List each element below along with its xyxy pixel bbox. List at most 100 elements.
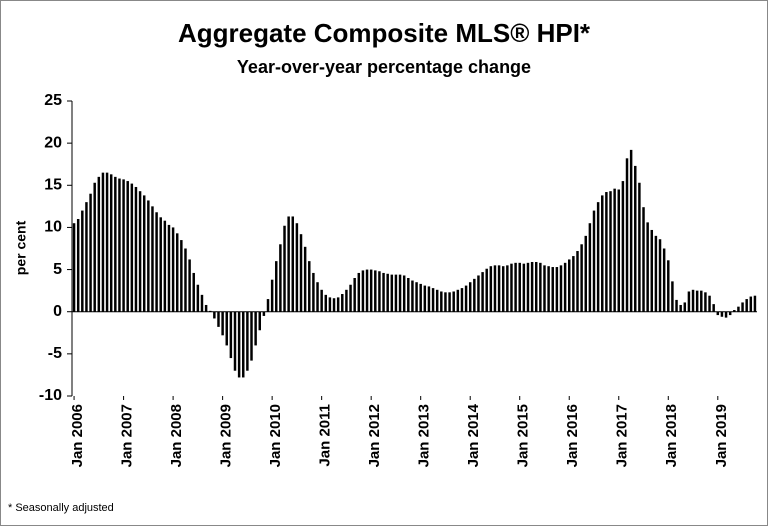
bar [576, 251, 579, 312]
y-tick-label: 5 [53, 261, 62, 278]
bar [435, 289, 439, 312]
bar [745, 299, 748, 312]
bar [188, 259, 191, 312]
bar [712, 304, 715, 312]
bar [464, 285, 468, 312]
bar [275, 261, 278, 312]
y-tick-label: 20 [44, 134, 62, 151]
y-tick-label: 0 [53, 303, 62, 320]
bar [221, 311, 224, 336]
bar [501, 266, 505, 312]
y-tick-label: 10 [44, 219, 62, 236]
bar [733, 310, 736, 312]
bar [671, 281, 674, 312]
bar [361, 270, 365, 312]
bar [328, 297, 332, 312]
bar [72, 223, 76, 312]
x-tick-label: Jan 2016 [564, 404, 581, 467]
bar [716, 311, 720, 316]
bar [242, 311, 245, 378]
bar [122, 179, 125, 312]
bar [353, 278, 356, 312]
bar [320, 289, 323, 312]
bar [85, 202, 88, 312]
bar [704, 292, 707, 312]
bar [299, 234, 303, 312]
bar [506, 265, 509, 312]
bar [642, 207, 645, 312]
bar [419, 283, 422, 312]
bar [374, 270, 377, 312]
bar [402, 275, 406, 312]
x-tick-label: Jan 2009 [218, 404, 235, 467]
y-axis-label: per cent [13, 220, 29, 275]
bar [291, 216, 295, 312]
bar [584, 235, 587, 312]
bar [316, 282, 319, 312]
bar [167, 224, 171, 312]
bar [605, 192, 608, 312]
x-tick-label: Jan 2013 [416, 404, 433, 467]
bar [262, 311, 266, 316]
bar [114, 176, 117, 312]
chart-subtitle: Year-over-year percentage change [237, 57, 531, 77]
bar [728, 311, 732, 316]
x-tick-label: Jan 2007 [119, 404, 136, 467]
bar [485, 268, 488, 312]
bar [572, 256, 575, 312]
x-tick-label: Jan 2018 [663, 404, 680, 467]
bar [720, 311, 724, 317]
bar [568, 259, 571, 312]
bar [312, 272, 315, 312]
bar [530, 261, 534, 312]
bar [126, 181, 129, 312]
bar [588, 223, 592, 312]
bar [217, 311, 220, 327]
bar [448, 292, 451, 312]
bar [551, 267, 554, 312]
bar [209, 310, 212, 312]
chart-title: Aggregate Composite MLS® HPI* [178, 18, 591, 48]
bar [683, 302, 687, 312]
bar [559, 265, 563, 312]
bar [287, 216, 290, 312]
bar [109, 174, 113, 312]
bar [357, 272, 361, 312]
bar [163, 220, 167, 312]
bar [601, 195, 604, 312]
bar [229, 311, 233, 359]
bar [497, 265, 501, 312]
bar [724, 311, 728, 318]
bar [258, 311, 261, 331]
bar [580, 244, 583, 312]
x-tick-label: Jan 2017 [614, 404, 631, 467]
bar [89, 193, 92, 312]
bar [130, 183, 134, 312]
bar [563, 262, 567, 312]
bar [456, 289, 460, 312]
bar [547, 266, 550, 312]
bar [295, 223, 299, 312]
bar [662, 248, 666, 312]
bar [654, 235, 658, 312]
bar [621, 181, 625, 312]
bar [431, 288, 435, 312]
y-tick-label: 15 [44, 177, 62, 194]
bar [93, 182, 96, 312]
bar [196, 284, 200, 312]
bar [398, 274, 402, 312]
bar [522, 263, 526, 312]
bar [629, 149, 633, 312]
bar [695, 290, 699, 312]
bar [386, 273, 389, 312]
bar [324, 294, 328, 312]
bar [204, 304, 208, 312]
bar [97, 176, 101, 312]
x-tick-label: Jan 2012 [366, 404, 383, 467]
bar [460, 288, 464, 312]
bar [382, 272, 385, 312]
bar [407, 278, 410, 312]
bar [213, 311, 216, 319]
bar [369, 269, 373, 312]
bar [225, 311, 228, 346]
